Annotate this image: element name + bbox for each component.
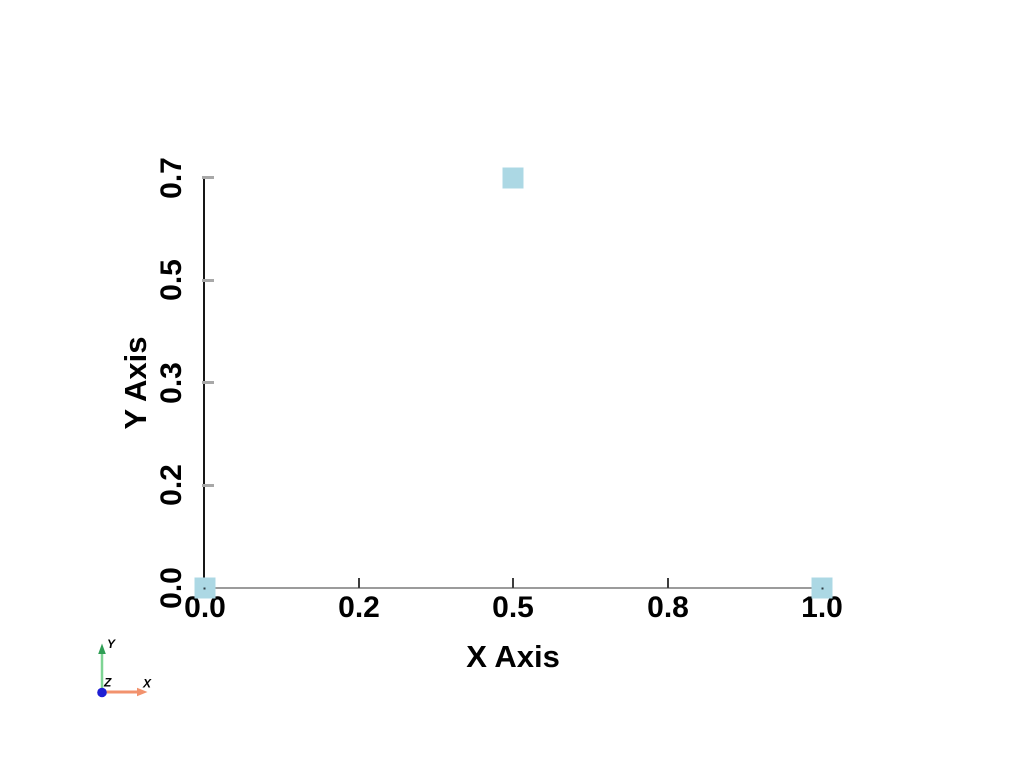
x-axis-line (204, 587, 822, 589)
x-tick-mark (667, 578, 669, 588)
y-tick-label: 0.7 (155, 157, 188, 199)
data-point-marker (811, 577, 833, 599)
y-tick-mark (202, 176, 214, 179)
point-vertex-dot (203, 587, 206, 589)
y-axis-title: Y Axis (118, 336, 153, 430)
data-point-marker (194, 577, 215, 599)
y-tick-label: 0.0 (155, 567, 188, 609)
x-tick-label: 0.5 (492, 591, 534, 624)
y-tick-label: 0.2 (155, 464, 188, 506)
y-axis-arrow-head (98, 643, 106, 654)
y-tick-label: 0.3 (155, 362, 188, 404)
y-tick-mark (202, 381, 214, 384)
point-vertex-dot (821, 587, 823, 589)
x-axis-arrow-head (137, 687, 148, 697)
x-tick-mark (512, 578, 514, 588)
triad-z-label: Z (103, 676, 112, 690)
x-tick-mark (358, 578, 360, 588)
z-axis-dot (97, 687, 107, 698)
x-tick-label: 0.2 (338, 591, 380, 624)
triad-x-label: X (142, 677, 152, 691)
y-tick-label: 0.5 (155, 259, 188, 301)
triad-y-label: Y (107, 637, 116, 651)
x-axis-title: X Axis (466, 639, 560, 674)
x-tick-label: 0.8 (647, 591, 689, 624)
data-point-marker (502, 167, 524, 188)
y-tick-mark (202, 484, 214, 487)
y-tick-mark (202, 279, 214, 282)
orientation-axes-widget: Y Z X (97, 637, 152, 698)
